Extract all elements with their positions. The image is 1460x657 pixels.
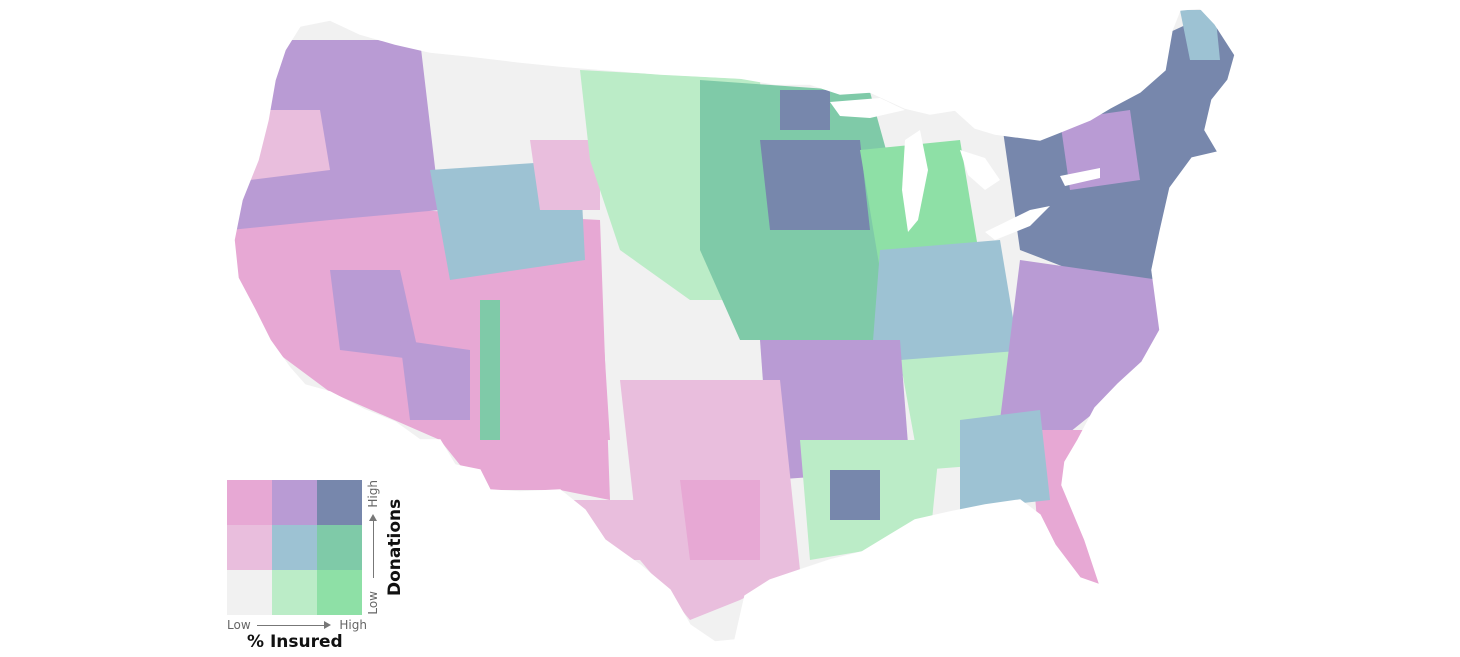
lake-huron bbox=[960, 150, 1000, 190]
legend-cell bbox=[227, 480, 272, 525]
y-axis-low-label: Low bbox=[366, 591, 380, 615]
bivariate-legend: Low High % Insured High Low Donations bbox=[227, 480, 417, 655]
x-axis-high-label: High bbox=[339, 618, 367, 632]
x-axis-low-label: Low bbox=[227, 618, 251, 632]
legend-cell bbox=[317, 570, 362, 615]
legend-cell bbox=[317, 525, 362, 570]
lake-superior bbox=[830, 98, 905, 118]
legend-y-axis: High Low bbox=[365, 480, 383, 615]
lake-michigan bbox=[902, 130, 928, 232]
legend-grid bbox=[227, 480, 362, 615]
y-axis-high-label: High bbox=[366, 480, 380, 508]
legend-x-axis: Low High bbox=[227, 618, 367, 634]
legend-cell bbox=[272, 570, 317, 615]
legend-cell bbox=[317, 480, 362, 525]
legend-cell bbox=[227, 525, 272, 570]
lake-ontario bbox=[1060, 168, 1100, 186]
lake-erie bbox=[985, 206, 1050, 240]
x-axis-arrow bbox=[257, 621, 331, 629]
y-axis-arrow bbox=[369, 514, 377, 578]
legend-cell bbox=[227, 570, 272, 615]
legend-cell bbox=[272, 480, 317, 525]
x-axis-title: % Insured bbox=[247, 632, 343, 652]
y-axis-title: Donations bbox=[385, 498, 405, 597]
legend-cell bbox=[272, 525, 317, 570]
